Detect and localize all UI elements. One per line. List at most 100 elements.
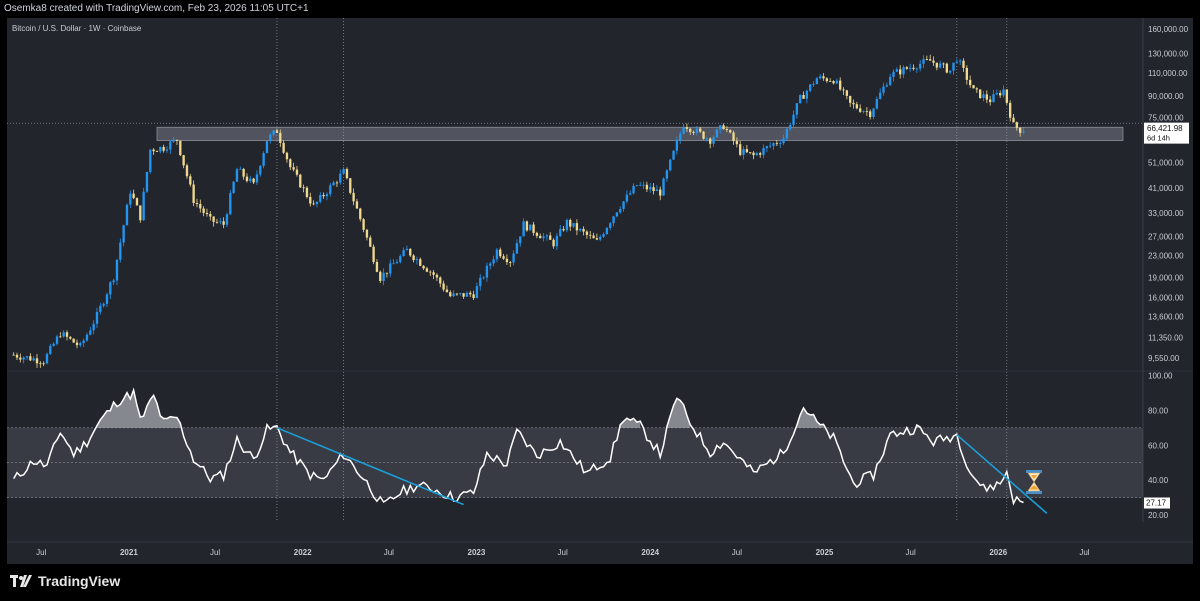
candle-body bbox=[702, 131, 705, 139]
oscillator-trendline-1[interactable] bbox=[956, 434, 1048, 514]
candle-body bbox=[452, 293, 455, 297]
candle-body bbox=[179, 140, 182, 156]
time-tick-label-5: 2023 bbox=[468, 548, 486, 557]
candle-body bbox=[802, 95, 805, 99]
price-tick-label-13: 11,350.00 bbox=[1148, 334, 1184, 343]
candle-body bbox=[999, 93, 1002, 96]
price-tick-label-11: 16,000.00 bbox=[1148, 294, 1184, 303]
candle-body bbox=[719, 125, 722, 130]
candle-body bbox=[272, 130, 275, 135]
candle-body bbox=[515, 243, 519, 254]
candle-body bbox=[319, 194, 322, 202]
candle-body bbox=[575, 223, 579, 231]
candle-body bbox=[652, 187, 655, 192]
candle-body bbox=[332, 182, 335, 186]
candle-body bbox=[512, 253, 515, 263]
candle-body bbox=[385, 272, 389, 274]
candle-body bbox=[189, 176, 192, 185]
candle-body bbox=[72, 338, 75, 343]
candle-body bbox=[815, 78, 819, 85]
candle-body bbox=[132, 193, 135, 199]
oscillator-trendline-0[interactable] bbox=[276, 427, 464, 506]
candle-body bbox=[612, 216, 615, 224]
candle-body bbox=[715, 129, 719, 138]
candle-body bbox=[492, 259, 495, 264]
candle-body bbox=[852, 102, 855, 105]
candle-body bbox=[939, 63, 942, 68]
candle-body bbox=[932, 60, 935, 63]
candle-body bbox=[665, 170, 669, 179]
candle-body bbox=[122, 225, 125, 243]
candle-body bbox=[545, 235, 549, 237]
candle-body bbox=[349, 178, 352, 193]
tradingview-logo-icon bbox=[10, 575, 32, 587]
oscillator-tick-label-2: 60.00 bbox=[1148, 441, 1169, 450]
candle-body bbox=[59, 336, 62, 338]
candle-body bbox=[872, 108, 875, 117]
candle-body bbox=[112, 280, 115, 283]
time-tick-label-9: 2025 bbox=[816, 548, 834, 557]
candle-body bbox=[659, 189, 662, 196]
hourglass-glass bbox=[1027, 472, 1041, 492]
last-price-box bbox=[1144, 122, 1189, 144]
price-tick-label-9: 23,000.00 bbox=[1148, 251, 1184, 260]
candle-body bbox=[572, 223, 575, 227]
candle-body bbox=[982, 94, 985, 99]
candle-body bbox=[239, 168, 242, 170]
candle-body bbox=[169, 141, 172, 150]
price-tick-label-6: 41,000.00 bbox=[1148, 184, 1184, 193]
candle-body bbox=[75, 342, 79, 346]
candle-body bbox=[42, 363, 45, 365]
candle-body bbox=[779, 143, 782, 144]
candle-body bbox=[525, 221, 529, 231]
candle-body bbox=[449, 292, 452, 297]
candle-body bbox=[519, 236, 522, 244]
candle-body bbox=[955, 61, 959, 63]
candle-body bbox=[619, 208, 622, 213]
candle-body bbox=[109, 282, 112, 295]
candle-body bbox=[675, 140, 679, 151]
candle-body bbox=[412, 255, 415, 261]
candle-body bbox=[295, 169, 299, 175]
candle-body bbox=[592, 235, 595, 239]
candle-body bbox=[645, 184, 649, 190]
candle-body bbox=[555, 235, 559, 247]
candle-body bbox=[919, 63, 922, 69]
candle-body bbox=[355, 201, 359, 209]
candle-body bbox=[649, 187, 652, 190]
candle-body bbox=[532, 224, 535, 233]
oscillator-tick-label-0: 100.00 bbox=[1148, 371, 1173, 380]
support-zone-rect bbox=[156, 126, 1124, 141]
candle-body bbox=[165, 149, 169, 151]
candle-body bbox=[769, 145, 772, 147]
candle-body bbox=[792, 114, 795, 125]
time-tick-label-8: Jul bbox=[732, 548, 742, 557]
last-oscillator-label: 27.17 bbox=[1146, 499, 1167, 508]
candle-body bbox=[535, 232, 539, 236]
candle-body bbox=[82, 340, 85, 344]
candle-body bbox=[429, 271, 432, 273]
overbought-fill bbox=[96, 389, 181, 428]
candle-body bbox=[152, 149, 155, 152]
candle-body bbox=[772, 143, 775, 146]
candle-body bbox=[202, 208, 205, 213]
candle-body bbox=[392, 263, 395, 265]
candle-body bbox=[595, 238, 599, 240]
candle-body bbox=[299, 174, 302, 188]
price-tick-label-10: 19,000.00 bbox=[1148, 274, 1184, 283]
candle-body bbox=[925, 59, 929, 60]
oscillator-tick-label-3: 40.00 bbox=[1148, 476, 1169, 485]
candle-body bbox=[965, 67, 969, 80]
candle-body bbox=[445, 289, 449, 293]
candle-body bbox=[442, 283, 445, 290]
candle-body bbox=[599, 236, 602, 240]
candle-body bbox=[549, 235, 552, 240]
candle-body bbox=[399, 256, 402, 263]
candle-body bbox=[439, 277, 442, 284]
candle-body bbox=[352, 192, 355, 202]
candle-body bbox=[1005, 89, 1008, 103]
last-oscillator-box bbox=[1144, 497, 1170, 509]
candle-body bbox=[199, 203, 202, 209]
last-price-label: 66,421.98 bbox=[1147, 124, 1183, 133]
